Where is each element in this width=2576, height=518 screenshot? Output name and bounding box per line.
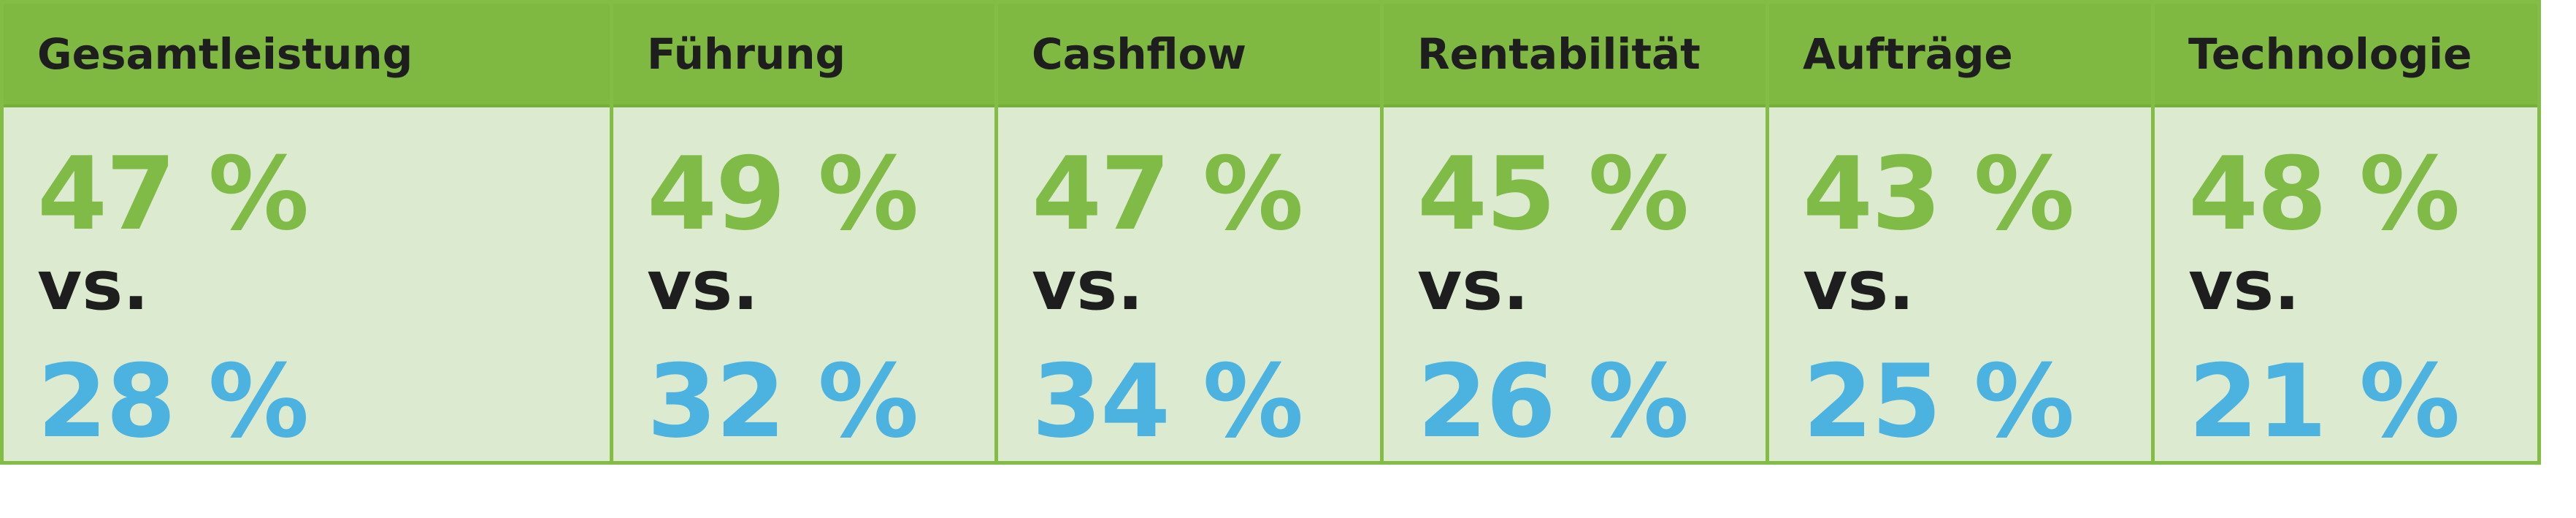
top-value: 43 %: [1803, 135, 2074, 253]
bottom-value: 25 %: [1803, 343, 2074, 460]
column-cashflow: Cashflow 47 % vs. 34 %: [994, 4, 1380, 461]
versus-label: vs.: [647, 246, 759, 326]
column-auftraege: Aufträge 43 % vs. 25 %: [1766, 4, 2151, 461]
versus-label: vs.: [1032, 246, 1143, 326]
top-value: 49 %: [647, 135, 919, 253]
versus-label: vs.: [1803, 246, 1914, 326]
bottom-value: 26 %: [1417, 343, 1689, 460]
top-value: 48 %: [2188, 135, 2460, 253]
column-gesamtleistung: Gesamtleistung 47 % vs. 28 %: [4, 4, 610, 461]
column-body: 49 % vs. 32 %: [613, 107, 994, 461]
column-header: Aufträge: [1769, 4, 2151, 107]
column-body: 45 % vs. 26 %: [1384, 107, 1766, 461]
top-value: 47 %: [1032, 135, 1303, 253]
column-header: Führung: [613, 4, 994, 107]
comparison-table: Gesamtleistung 47 % vs. 28 % Führung 49 …: [0, 0, 2541, 465]
column-body: 47 % vs. 28 %: [4, 107, 610, 461]
versus-label: vs.: [1417, 246, 1529, 326]
bottom-value: 34 %: [1032, 343, 1303, 460]
top-value: 45 %: [1417, 135, 1689, 253]
column-header: Rentabilität: [1384, 4, 1766, 107]
bottom-value: 21 %: [2188, 343, 2460, 460]
column-body: 43 % vs. 25 %: [1769, 107, 2151, 461]
column-header: Technologie: [2155, 4, 2537, 107]
column-header: Gesamtleistung: [4, 4, 610, 107]
versus-label: vs.: [37, 246, 149, 326]
column-body: 47 % vs. 34 %: [998, 107, 1380, 461]
bottom-value: 32 %: [647, 343, 919, 460]
column-rentabilitaet: Rentabilität 45 % vs. 26 %: [1380, 4, 1766, 461]
bottom-value: 28 %: [37, 343, 309, 460]
column-body: 48 % vs. 21 %: [2155, 107, 2537, 461]
top-value: 47 %: [37, 135, 309, 253]
column-technologie: Technologie 48 % vs. 21 %: [2151, 4, 2537, 461]
column-header: Cashflow: [998, 4, 1380, 107]
column-fuehrung: Führung 49 % vs. 32 %: [610, 4, 994, 461]
versus-label: vs.: [2188, 246, 2300, 326]
